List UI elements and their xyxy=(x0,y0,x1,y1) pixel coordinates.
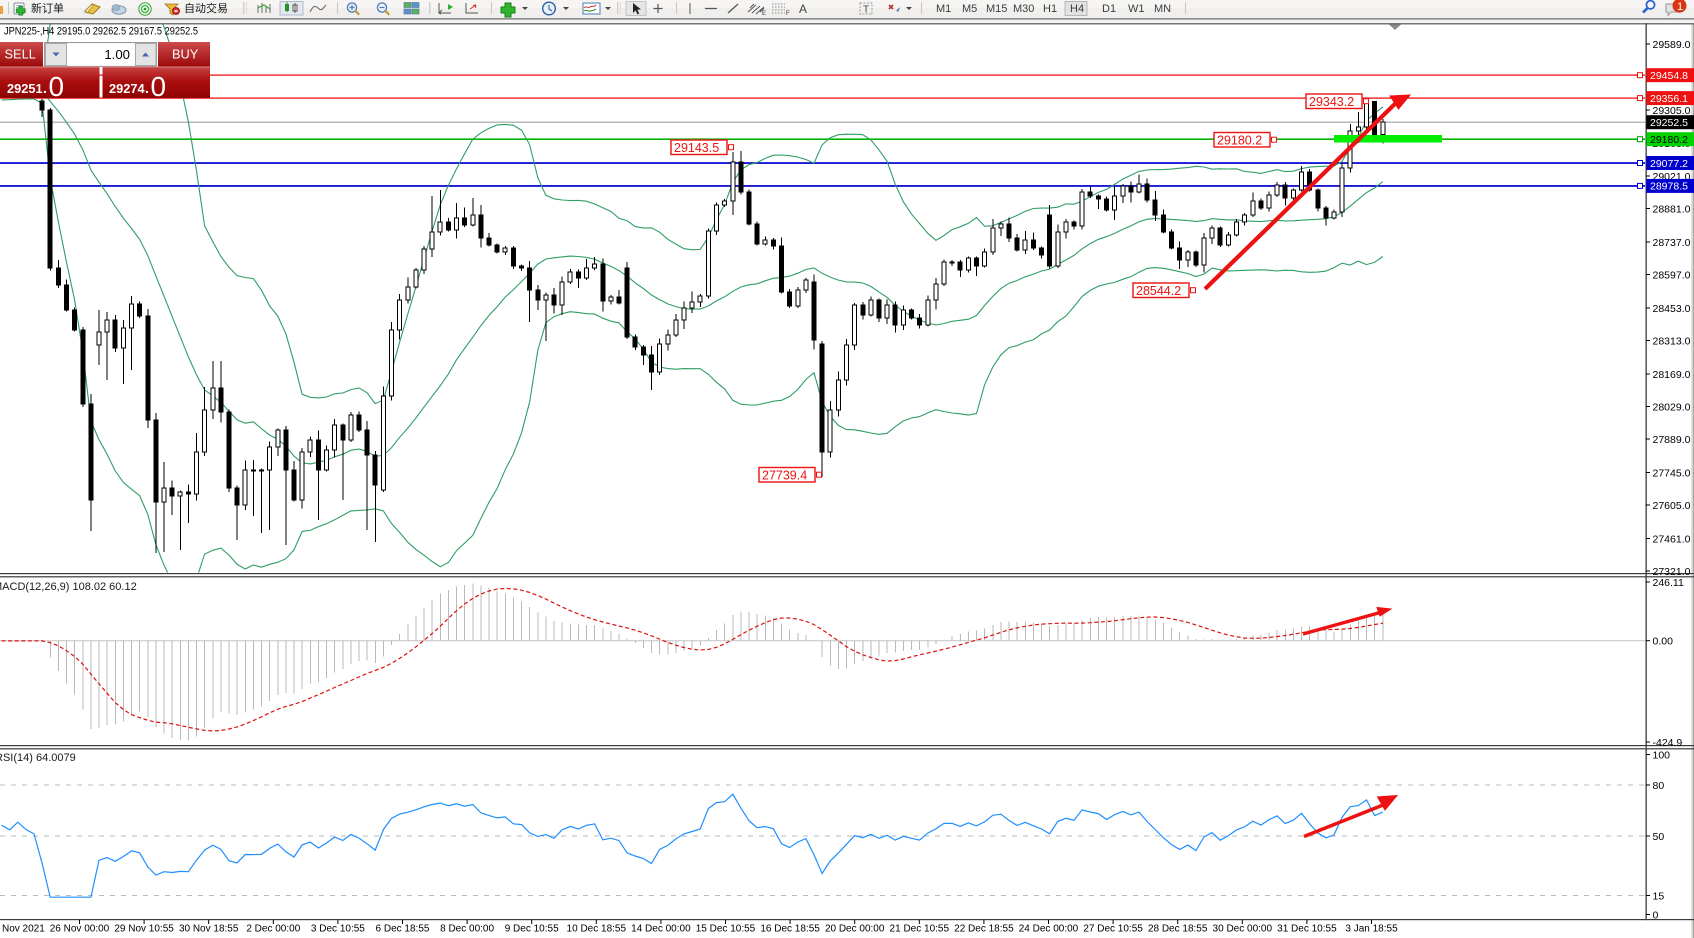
svg-text:M5: M5 xyxy=(962,3,977,15)
svg-text:H1: H1 xyxy=(1043,3,1057,15)
svg-text:28453.0: 28453.0 xyxy=(1653,303,1691,315)
svg-text:16 Dec 18:55: 16 Dec 18:55 xyxy=(760,924,820,935)
svg-text:27745.0: 27745.0 xyxy=(1653,467,1691,479)
svg-text:10 Dec 18:55: 10 Dec 18:55 xyxy=(567,924,627,935)
svg-text:27889.0: 27889.0 xyxy=(1653,434,1691,446)
svg-text:29180.2: 29180.2 xyxy=(1217,134,1262,148)
svg-text:26 Nov 00:00: 26 Nov 00:00 xyxy=(50,924,110,935)
svg-text:JPN225-,H4 29195.0 29262.5 29: JPN225-,H4 29195.0 29262.5 29167.5 29252… xyxy=(4,26,198,38)
svg-text:3 Dec 10:55: 3 Dec 10:55 xyxy=(311,924,365,935)
svg-text:29251: 29251 xyxy=(7,81,43,96)
svg-text:28978.5: 28978.5 xyxy=(1650,181,1688,193)
svg-text:0: 0 xyxy=(1653,909,1659,921)
svg-text:50: 50 xyxy=(1653,831,1665,843)
svg-text:27 Dec 10:55: 27 Dec 10:55 xyxy=(1083,924,1143,935)
svg-text:21 Dec 10:55: 21 Dec 10:55 xyxy=(890,924,950,935)
svg-text:自动交易: 自动交易 xyxy=(184,1,228,15)
svg-text:28544.2: 28544.2 xyxy=(1136,284,1181,298)
svg-text:29589.0: 29589.0 xyxy=(1653,39,1691,51)
svg-text:15: 15 xyxy=(1653,890,1665,902)
svg-text:24 Dec 00:00: 24 Dec 00:00 xyxy=(1019,924,1079,935)
svg-text:30 Nov 18:55: 30 Nov 18:55 xyxy=(179,924,239,935)
svg-text:1.00: 1.00 xyxy=(104,47,130,62)
svg-text:27605.0: 27605.0 xyxy=(1653,500,1691,512)
svg-text:0.00: 0.00 xyxy=(1653,636,1674,648)
svg-text:D1: D1 xyxy=(1102,3,1116,15)
svg-text:27461.0: 27461.0 xyxy=(1653,533,1691,545)
svg-text:9 Dec 10:55: 9 Dec 10:55 xyxy=(505,924,559,935)
svg-text:0: 0 xyxy=(49,71,65,102)
svg-text:29305.0: 29305.0 xyxy=(1653,105,1691,117)
svg-text:27739.4: 27739.4 xyxy=(762,469,807,483)
svg-text:28029.0: 28029.0 xyxy=(1653,401,1691,413)
svg-text:M1: M1 xyxy=(936,3,951,15)
svg-text:28313.0: 28313.0 xyxy=(1653,335,1691,347)
svg-text:27321.0: 27321.0 xyxy=(1653,566,1691,578)
svg-text:8 Dec 00:00: 8 Dec 00:00 xyxy=(440,924,494,935)
svg-text:MN: MN xyxy=(1154,3,1171,15)
svg-text:.: . xyxy=(43,80,47,96)
svg-text:T: T xyxy=(863,5,869,16)
svg-text:29252.5: 29252.5 xyxy=(1650,117,1688,129)
svg-text:6 Dec 18:55: 6 Dec 18:55 xyxy=(376,924,430,935)
svg-text:新订单: 新订单 xyxy=(31,1,64,15)
svg-text:29180.2: 29180.2 xyxy=(1650,134,1688,146)
svg-text:MACD(12,26,9) 108.02 60.12: MACD(12,26,9) 108.02 60.12 xyxy=(0,581,137,593)
svg-text:M15: M15 xyxy=(986,3,1007,15)
svg-text:29 Nov 10:55: 29 Nov 10:55 xyxy=(114,924,174,935)
svg-text:SELL: SELL xyxy=(5,47,36,62)
svg-text:29077.2: 29077.2 xyxy=(1650,158,1688,170)
svg-text:31 Dec 10:55: 31 Dec 10:55 xyxy=(1277,924,1337,935)
svg-text:0: 0 xyxy=(151,71,167,102)
svg-text:.: . xyxy=(145,80,149,96)
svg-text:1: 1 xyxy=(1677,1,1683,13)
svg-text:14 Dec 00:00: 14 Dec 00:00 xyxy=(631,924,691,935)
svg-text:Nov 2021: Nov 2021 xyxy=(2,924,45,935)
svg-text:28737.0: 28737.0 xyxy=(1653,237,1691,249)
svg-text:H4: H4 xyxy=(1070,3,1084,15)
svg-text:M30: M30 xyxy=(1013,3,1034,15)
svg-text:F: F xyxy=(786,11,790,17)
svg-text:15 Dec 10:55: 15 Dec 10:55 xyxy=(696,924,756,935)
svg-text:30 Dec 00:00: 30 Dec 00:00 xyxy=(1213,924,1273,935)
svg-text:28597.0: 28597.0 xyxy=(1653,269,1691,281)
svg-text:W1: W1 xyxy=(1128,3,1145,15)
svg-text:29143.5: 29143.5 xyxy=(674,141,719,155)
svg-text:80: 80 xyxy=(1653,780,1665,792)
svg-text:22 Dec 18:55: 22 Dec 18:55 xyxy=(954,924,1014,935)
svg-text:A: A xyxy=(799,2,807,16)
svg-text:BUY: BUY xyxy=(172,47,199,62)
svg-text:28 Dec 18:55: 28 Dec 18:55 xyxy=(1148,924,1208,935)
svg-text:246.11: 246.11 xyxy=(1653,577,1684,589)
svg-text:20 Dec 00:00: 20 Dec 00:00 xyxy=(825,924,885,935)
svg-text:3 Jan 18:55: 3 Jan 18:55 xyxy=(1345,924,1398,935)
svg-text:28169.0: 28169.0 xyxy=(1653,369,1691,381)
svg-text:-424.9: -424.9 xyxy=(1653,737,1683,749)
svg-text:100: 100 xyxy=(1653,749,1671,761)
svg-text:RSI(14) 64.0079: RSI(14) 64.0079 xyxy=(0,752,76,764)
svg-text:29274: 29274 xyxy=(109,81,145,96)
svg-text:2 Dec 00:00: 2 Dec 00:00 xyxy=(246,924,300,935)
svg-text:29343.2: 29343.2 xyxy=(1309,95,1354,109)
svg-text:29454.8: 29454.8 xyxy=(1650,70,1688,82)
svg-text:28881.0: 28881.0 xyxy=(1653,203,1691,215)
svg-text:29356.1: 29356.1 xyxy=(1650,93,1688,105)
svg-text:E: E xyxy=(762,11,766,17)
